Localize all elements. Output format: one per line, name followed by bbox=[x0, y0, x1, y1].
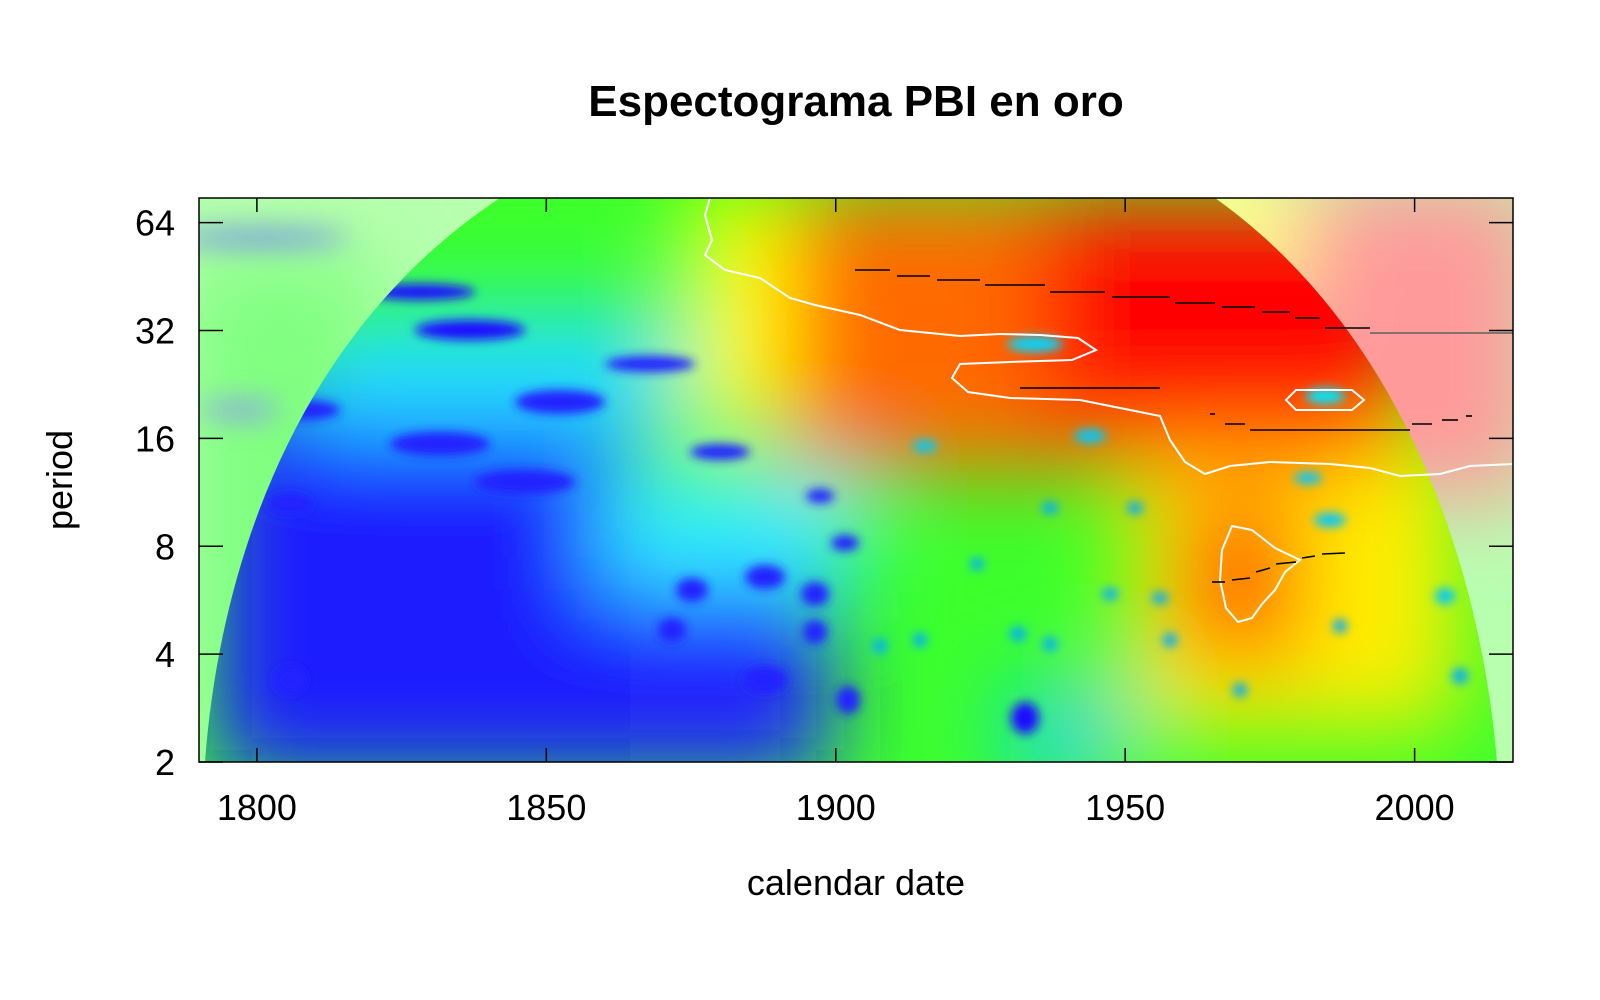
ridge-segment-22 bbox=[1255, 567, 1271, 573]
blob-cyan-mid bbox=[600, 470, 860, 590]
cyan-spot-1 bbox=[913, 440, 937, 452]
heatmap-surface bbox=[199, 198, 1513, 762]
cyan-spot-19 bbox=[1233, 683, 1247, 697]
cyan-spot-20 bbox=[1333, 619, 1347, 633]
cyan-spot-17 bbox=[1163, 633, 1177, 647]
outside-cone-blue-streak-20 bbox=[200, 402, 280, 418]
cone-region bbox=[205, 198, 1497, 762]
spot-blue-14 bbox=[801, 582, 829, 606]
spot-blue-7 bbox=[690, 444, 750, 460]
cyan-spot-5 bbox=[1127, 502, 1143, 514]
cyan-spot-16 bbox=[1043, 637, 1057, 651]
cyan-spot-18 bbox=[1452, 668, 1468, 684]
spot-blue-8 bbox=[475, 470, 575, 494]
spot-blue-11 bbox=[831, 535, 859, 551]
cyan-spot-13 bbox=[873, 639, 887, 653]
spot-blue-20 bbox=[274, 666, 306, 694]
y-axis: 2 4 8 16 32 64 bbox=[135, 203, 1513, 783]
cyan-spot-12 bbox=[1435, 588, 1455, 604]
y-axis-label: period bbox=[39, 430, 80, 530]
significance-contour-main bbox=[703, 198, 1513, 478]
cyan-spot-10 bbox=[1102, 588, 1118, 600]
significance-contours bbox=[703, 198, 1513, 624]
y-tick-label: 64 bbox=[135, 203, 175, 244]
plot-frame bbox=[198, 197, 1514, 763]
x-tick-label: 1850 bbox=[506, 787, 586, 828]
ridge-segment-23 bbox=[1275, 561, 1297, 565]
x-tick-label: 1950 bbox=[1085, 787, 1165, 828]
cyan-spot-4 bbox=[1042, 502, 1058, 514]
spot-blue-3 bbox=[605, 356, 695, 372]
cyan-spot-9 bbox=[1305, 388, 1345, 404]
spot-blue-15 bbox=[658, 618, 686, 642]
cyan-spot-3 bbox=[1007, 336, 1063, 352]
ridge-segment-24 bbox=[1301, 555, 1316, 559]
spot-blue-18 bbox=[836, 686, 860, 714]
spot-blue-9 bbox=[268, 494, 312, 514]
y-tick-label: 8 bbox=[155, 526, 175, 567]
x-axis: 1800 1850 1900 1950 2000 bbox=[217, 198, 1455, 828]
ridge-segment-21 bbox=[1231, 577, 1251, 581]
y-tick-label: 2 bbox=[155, 742, 175, 783]
y-tick-label: 16 bbox=[135, 418, 175, 459]
spot-blue-12 bbox=[745, 565, 785, 589]
spot-blue-16 bbox=[803, 620, 827, 644]
significance-contour-loop-8 bbox=[1218, 524, 1302, 624]
outside-cone-blue-streak-64 bbox=[199, 231, 350, 245]
ridge-lines bbox=[855, 269, 1513, 583]
ridge-segment-25 bbox=[1321, 552, 1346, 555]
spot-blue-6 bbox=[390, 432, 490, 456]
spot-blue-13 bbox=[676, 578, 708, 602]
blob-blue-mid bbox=[630, 560, 830, 762]
cyan-spot-15 bbox=[1010, 627, 1026, 641]
y-tick-label: 32 bbox=[135, 311, 175, 352]
x-tick-label: 1900 bbox=[796, 787, 876, 828]
cyan-spot-7 bbox=[1294, 472, 1322, 484]
x-axis-label: calendar date bbox=[747, 862, 965, 903]
cyan-spot-11 bbox=[1152, 592, 1168, 604]
spot-blue-2 bbox=[415, 320, 525, 340]
x-tick-label: 2000 bbox=[1375, 787, 1455, 828]
spot-blue-10 bbox=[806, 489, 834, 503]
cyan-spot-2 bbox=[1074, 429, 1106, 443]
y-tick-label: 4 bbox=[155, 634, 175, 675]
cyan-spot-8 bbox=[1314, 513, 1346, 527]
spot-blue-17 bbox=[743, 666, 787, 694]
spot-blue-19 bbox=[1011, 702, 1039, 734]
x-tick-label: 1800 bbox=[217, 787, 297, 828]
cyan-spot-14 bbox=[913, 633, 927, 647]
small-cyan-spots bbox=[873, 336, 1468, 697]
cyan-spot-6 bbox=[970, 558, 984, 570]
chart-title: Espectograma PBI en oro bbox=[588, 77, 1123, 126]
spot-blue-4 bbox=[515, 390, 605, 414]
significance-contour-loop-20 bbox=[1284, 389, 1366, 411]
blob-orange-low bbox=[1180, 500, 1300, 660]
